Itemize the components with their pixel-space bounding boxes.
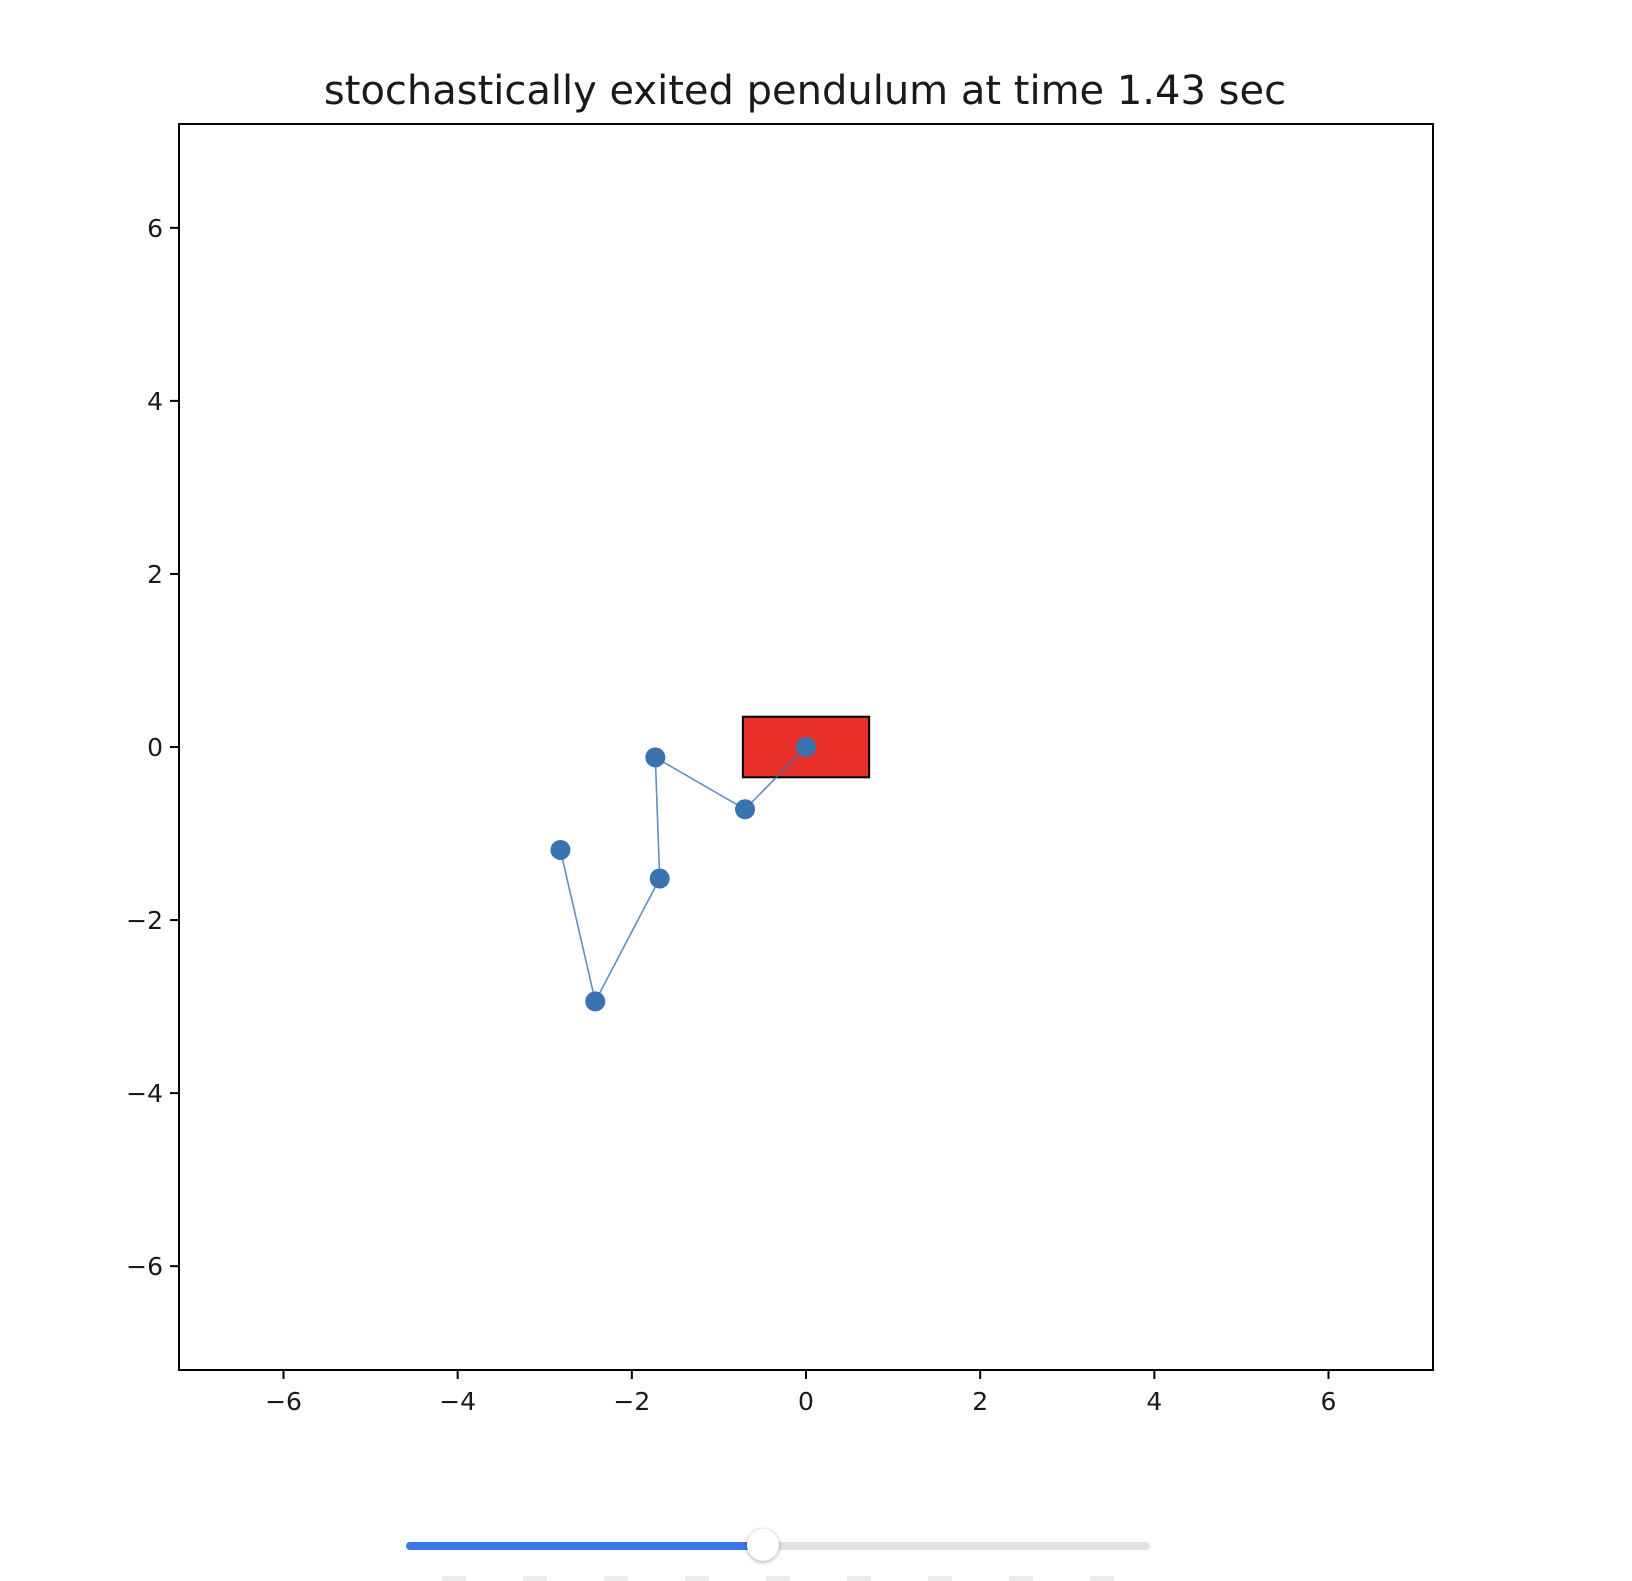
- pendulum-chart: stochastically exited pendulum at time 1…: [126, 68, 1434, 1416]
- y-tick-label: −6: [126, 1252, 163, 1281]
- x-tick-label: 6: [1321, 1387, 1337, 1416]
- series-layer: [550, 737, 816, 1012]
- slider-tick: [523, 1576, 547, 1581]
- x-tick-label: −6: [265, 1387, 302, 1416]
- slider-tick: [442, 1576, 466, 1581]
- x-tick-label: −2: [613, 1387, 650, 1416]
- time-slider-thumb[interactable]: [747, 1529, 780, 1561]
- slider-tick: [1090, 1576, 1114, 1581]
- y-tick-label: 0: [147, 733, 163, 762]
- pendulum-point: [796, 737, 816, 757]
- pendulum-point: [550, 839, 571, 860]
- pendulum-point: [585, 991, 606, 1012]
- axes: −6 −4 −2 0 2 4 6 −6 −4 −2 0 2 4 6: [126, 123, 1434, 1416]
- x-tick-label: 4: [1146, 1387, 1162, 1416]
- pendulum-point: [649, 868, 670, 889]
- time-slider-fill: [406, 1542, 764, 1550]
- slider-tick: [847, 1576, 871, 1581]
- x-tick-label: 0: [798, 1387, 814, 1416]
- slider-tick: [928, 1576, 952, 1581]
- y-tick-label: 2: [147, 560, 163, 589]
- slider-tick: [604, 1576, 628, 1581]
- y-tick-label: 6: [147, 214, 163, 243]
- slider-tick: [685, 1576, 709, 1581]
- y-tick-label: −4: [126, 1079, 163, 1108]
- slider-tick: [1009, 1576, 1033, 1581]
- x-tick-label: 2: [972, 1387, 988, 1416]
- slider-tick: [766, 1576, 790, 1581]
- chart-title: stochastically exited pendulum at time 1…: [324, 68, 1286, 114]
- y-tick-label: 4: [147, 387, 163, 416]
- pendulum-point: [645, 747, 666, 768]
- x-tick-label: −4: [439, 1387, 476, 1416]
- time-slider-ticks: [406, 1576, 1150, 1581]
- pendulum-line: [559, 746, 807, 1004]
- pendulum-point: [735, 799, 756, 820]
- y-tick-label: −2: [126, 906, 163, 935]
- time-slider[interactable]: [406, 1529, 1150, 1561]
